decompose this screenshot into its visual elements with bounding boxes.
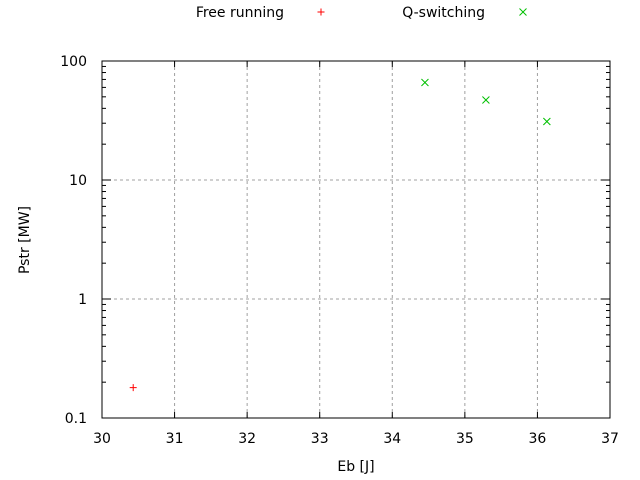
x-tick-label: 34 xyxy=(383,431,401,447)
x-tick-label: 31 xyxy=(166,431,184,447)
y-tick-label: 0.1 xyxy=(65,411,87,427)
data-point-q-switching xyxy=(421,78,429,87)
legend-marker-q-switching xyxy=(519,8,527,16)
points xyxy=(129,78,551,392)
x-tick-label: 32 xyxy=(238,431,256,447)
legend-marker-line xyxy=(519,8,527,16)
data-point-q-switching xyxy=(543,117,551,126)
data-point-q-switching xyxy=(482,96,490,104)
legend-marker-free-running xyxy=(317,8,325,16)
x-tick-label: 35 xyxy=(456,431,474,447)
legend-label-free-running: Free running xyxy=(196,5,284,21)
plot-frame xyxy=(101,60,611,419)
y-tick-label: 1 xyxy=(78,292,87,308)
y-tick-label: 10 xyxy=(69,173,87,189)
legend: Free running Q-switching xyxy=(196,5,527,21)
legend-label-q-switching: Q-switching xyxy=(402,5,485,21)
x-tick-label: 30 xyxy=(93,431,111,447)
y-tick-label: 100 xyxy=(60,54,87,70)
x-tick-label: 36 xyxy=(529,431,547,447)
grid xyxy=(102,61,610,418)
y-axis-label: Pstr [MW] xyxy=(17,206,33,274)
ticks: 30 31 32 33 34 35 36 37 0.1 1 10 100 xyxy=(60,54,619,447)
x-tick-label: 37 xyxy=(601,431,619,447)
x-tick-label: 33 xyxy=(311,431,329,447)
x-axis-label: Eb [J] xyxy=(337,459,374,475)
